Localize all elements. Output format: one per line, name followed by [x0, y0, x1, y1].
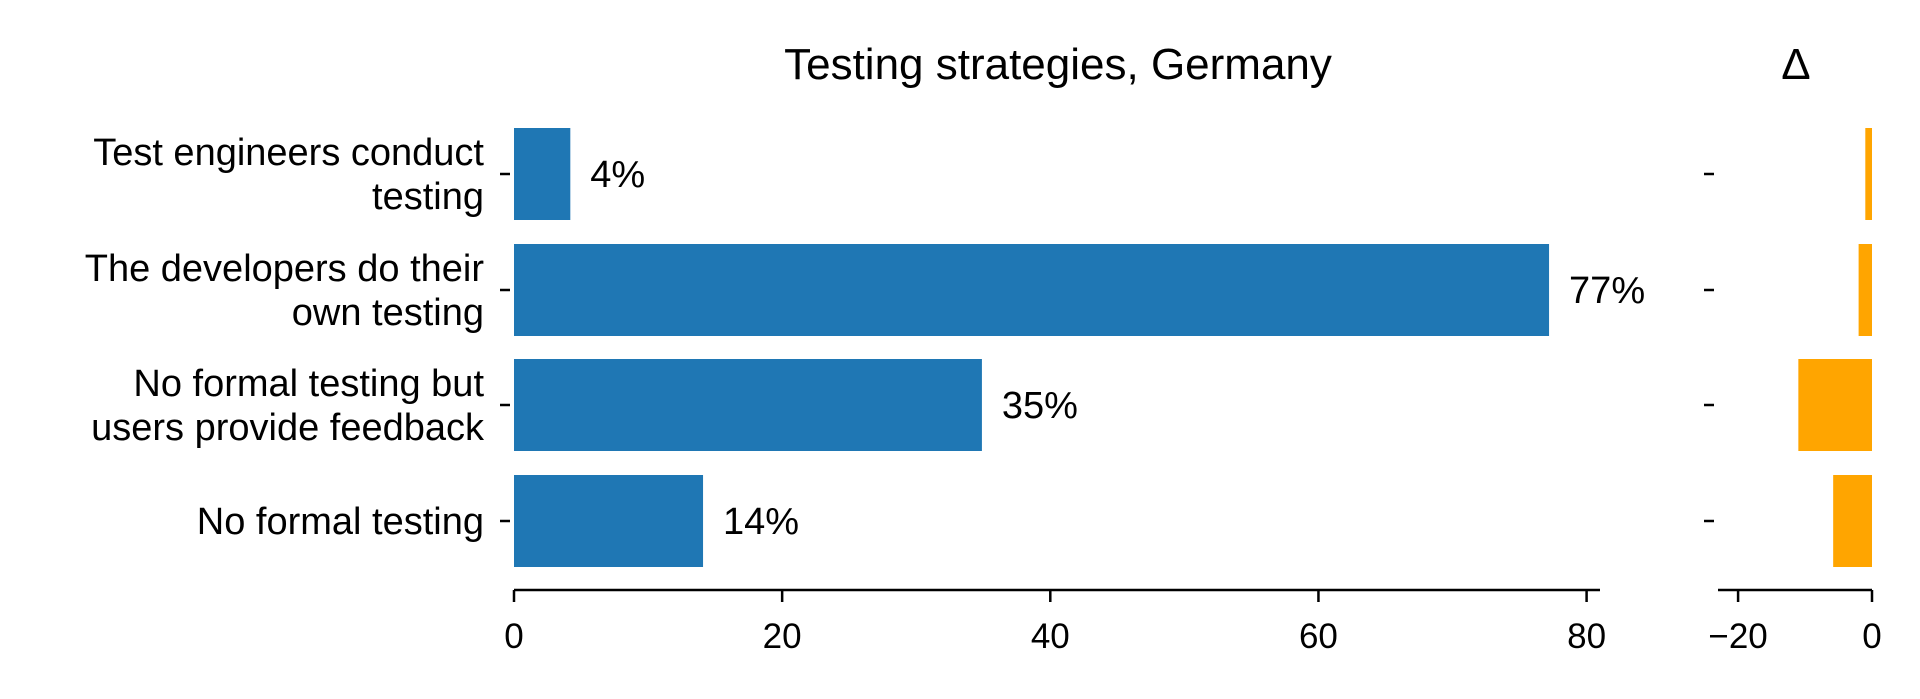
- delta-bar: [1833, 475, 1872, 567]
- x-tick-label: 0: [504, 617, 523, 656]
- data-label: 77%: [1569, 270, 1645, 312]
- delta-bar: [1865, 128, 1872, 220]
- category-label: users provide feedback: [91, 407, 485, 449]
- data-label: 35%: [1002, 385, 1078, 427]
- category-label: Test engineers conduct: [93, 132, 484, 174]
- category-label: The developers do their: [85, 248, 485, 290]
- category-label: No formal testing: [197, 501, 484, 543]
- delta-bar: [1798, 359, 1872, 451]
- x-tick-label: 0: [1862, 617, 1881, 656]
- x-tick-label: 60: [1299, 617, 1338, 656]
- main-chart-title: Testing strategies, Germany: [784, 40, 1332, 89]
- category-label: testing: [372, 176, 484, 218]
- bar: [514, 128, 571, 220]
- x-tick-label: 40: [1031, 617, 1070, 656]
- bar: [514, 244, 1550, 336]
- delta-chart-title: Δ: [1781, 40, 1810, 89]
- bar: [514, 475, 704, 567]
- category-label: No formal testing but: [133, 363, 484, 405]
- bar: [514, 359, 982, 451]
- delta-bar: [1858, 244, 1872, 336]
- x-tick-label: −20: [1708, 617, 1767, 656]
- category-label: own testing: [292, 292, 484, 334]
- delta-bar-panel: −20 0: [1704, 128, 1882, 656]
- data-label: 14%: [723, 501, 799, 543]
- data-label: 4%: [590, 154, 645, 196]
- x-tick-label: 80: [1567, 617, 1606, 656]
- x-tick-label: 20: [763, 617, 802, 656]
